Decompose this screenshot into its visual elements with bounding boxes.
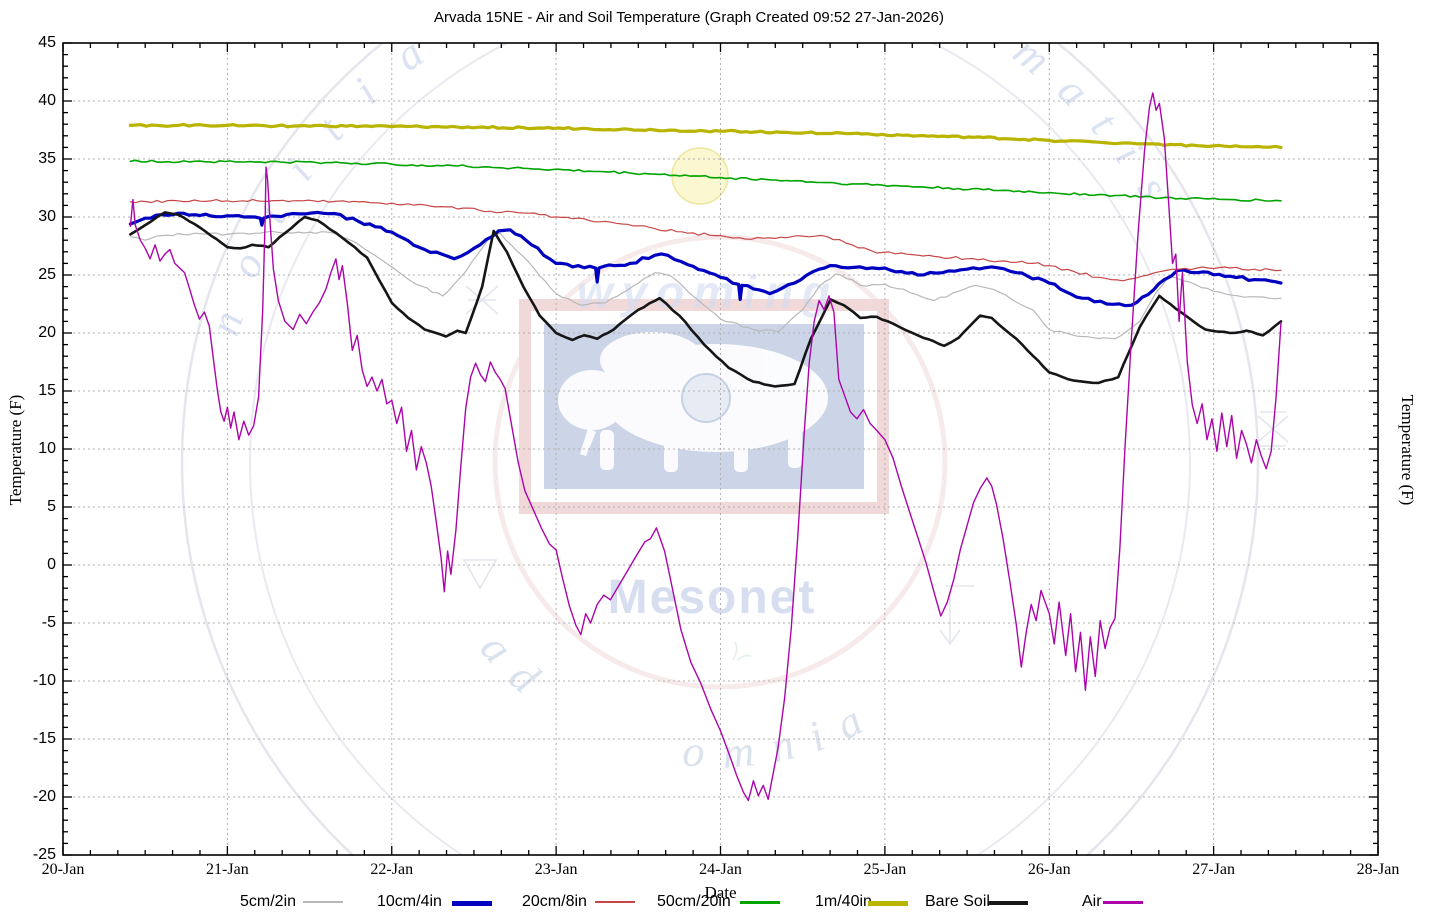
- series-lines: [128, 92, 1283, 802]
- x-tick-label: 20-Jan: [41, 861, 85, 878]
- y-tick-label: -20: [32, 788, 56, 805]
- x-tick-label: 27-Jan: [1192, 861, 1235, 878]
- y-tick-label: 20: [38, 324, 56, 341]
- x-tick-label: 21-Jan: [206, 861, 249, 878]
- legend-label-1m-40in: 1m/40in: [815, 893, 872, 910]
- legend-swatch-air: [1103, 901, 1143, 904]
- legend-swatch-20cm-8in: [595, 901, 635, 903]
- x-tick-label: 23-Jan: [534, 861, 578, 878]
- y-axis-label-right: Temperature (F): [1398, 394, 1417, 506]
- watermark-seal: notitiaclimatisadomniawyomingMesonet: [180, 6, 1289, 855]
- gridlines: [63, 43, 1378, 855]
- series-line-1m-40in: [128, 122, 1283, 149]
- chart-title: Arvada 15NE - Air and Soil Temperature (…: [433, 9, 944, 26]
- y-tick-label: -10: [32, 672, 56, 689]
- y-tick-label: 30: [38, 208, 56, 225]
- watermark-outer-ring: [180, 43, 1260, 855]
- x-tick-label: 28-Jan: [1356, 861, 1400, 878]
- watermark-flag-seal: [681, 373, 731, 423]
- x-tick-label: 25-Jan: [863, 861, 907, 878]
- plot-border: [62, 42, 1379, 856]
- watermark-inner-ring: [249, 43, 1191, 855]
- legend-swatch-50cm-20in: [740, 901, 780, 904]
- watermark-mesonet-text: Mesonet: [608, 571, 817, 624]
- y-tick-label: 5: [47, 498, 56, 515]
- y-tick-label: 45: [38, 34, 56, 51]
- series-line-air: [129, 92, 1282, 802]
- x-tick-label: 22-Jan: [370, 861, 414, 878]
- y-tick-label: 35: [38, 150, 56, 167]
- x-axis-label: Date: [704, 883, 737, 902]
- legend-label-bare-soil: Bare Soil: [925, 893, 990, 910]
- watermark-motto-notitia: notitia: [200, 6, 463, 341]
- y-tick-label: 10: [38, 440, 56, 457]
- x-tick-label: 24-Jan: [699, 861, 742, 878]
- y-tick-label: 0: [47, 556, 56, 573]
- y-tick-label: -25: [32, 846, 56, 863]
- y-tick-label: 25: [38, 266, 56, 283]
- legend-swatch-10cm-4in: [452, 901, 492, 906]
- legend-label-20cm-8in: 20cm/8in: [522, 893, 587, 910]
- y-tick-label: -15: [32, 730, 56, 747]
- y-tick-label: 15: [38, 382, 56, 399]
- legend-label-50cm-20in: 50cm/20in: [657, 893, 731, 910]
- series-line-20cm-8in: [129, 198, 1282, 282]
- legend-label-5cm-2in: 5cm/2in: [240, 893, 297, 910]
- legend-label-10cm-4in: 10cm/4in: [377, 893, 442, 910]
- y-tick-label: -5: [41, 614, 56, 631]
- legend-swatch-bare-soil: [988, 901, 1028, 905]
- series-line-5cm-2in: [129, 230, 1282, 340]
- watermark-red-ring: [492, 234, 948, 690]
- series-line-10cm-4in: [128, 210, 1283, 308]
- y-tick-label: 40: [38, 92, 56, 109]
- series-line-50cm-20in: [129, 159, 1282, 202]
- x-tick-label: 26-Jan: [1027, 861, 1071, 878]
- legend-swatch-1m-40in: [868, 901, 908, 906]
- axis-ticks: [62, 42, 1379, 856]
- legend-label-air: Air: [1082, 893, 1102, 910]
- legend-swatch-5cm-2in: [303, 901, 343, 903]
- watermark-motto-ad: ad: [471, 623, 564, 715]
- series-line-bare-soil: [129, 211, 1283, 388]
